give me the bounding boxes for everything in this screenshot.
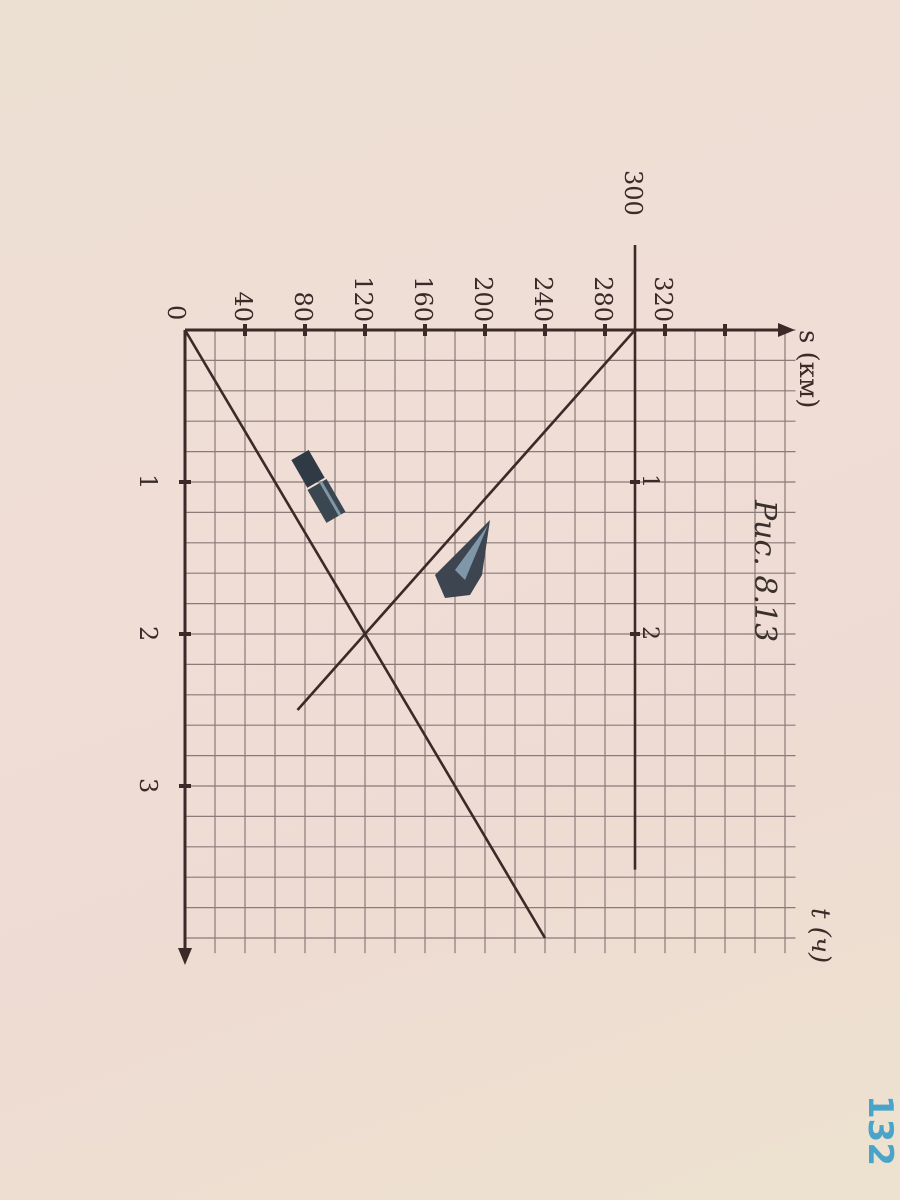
s-tick-label: 320 (649, 276, 677, 322)
grid (184, 329, 796, 954)
s-tick-label: 200 (469, 276, 497, 322)
s-axis-label: s (км) (793, 330, 823, 408)
s-tick-label: 160 (409, 276, 437, 322)
t-axis-label: t (ч) (805, 908, 835, 963)
page-number: 132 (860, 1095, 900, 1166)
t-axis-arrow (178, 948, 192, 965)
figure-caption: Рис. 8.13 (747, 500, 782, 643)
axes (178, 323, 795, 965)
t-tick-label: 2 (134, 626, 162, 641)
series-lines (183, 329, 640, 939)
t-tick-label: 3 (134, 778, 162, 793)
t-tick-label: 1 (134, 474, 162, 489)
s-tick-label: 280 (589, 276, 617, 322)
s-tick-label: 40 (229, 291, 257, 322)
s-tick-label: 240 (529, 276, 557, 322)
series-line-2 (296, 329, 636, 711)
series-tick-label: 2 (637, 626, 662, 640)
origin-label: 0 (162, 305, 190, 320)
s-tick-label: 80 (289, 291, 317, 322)
series-tick-label: 1 (637, 474, 662, 488)
s-extra-label: 300 (619, 170, 647, 216)
train-icon (291, 450, 346, 523)
s-tick-label: 120 (349, 276, 377, 322)
airplane-icon (435, 520, 490, 598)
s-axis-arrow (778, 323, 795, 337)
